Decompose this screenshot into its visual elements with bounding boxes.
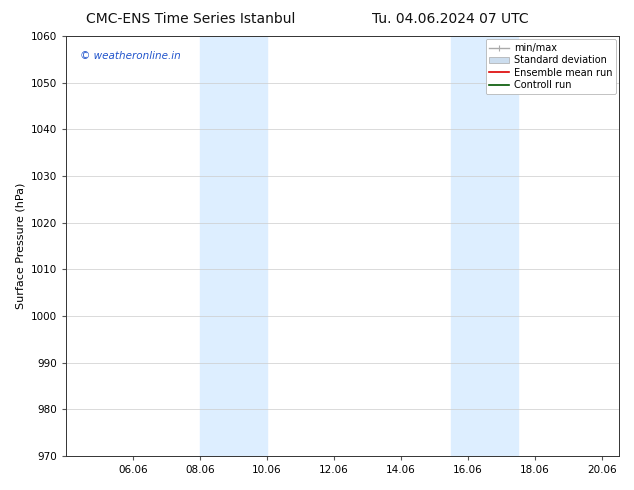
Bar: [200, 36, 267, 456]
Text: Tu. 04.06.2024 07 UTC: Tu. 04.06.2024 07 UTC: [372, 12, 529, 26]
Legend: min/max, Standard deviation, Ensemble mean run, Controll run: min/max, Standard deviation, Ensemble me…: [486, 39, 616, 94]
Text: CMC-ENS Time Series Istanbul: CMC-ENS Time Series Istanbul: [86, 12, 295, 26]
Y-axis label: Surface Pressure (hPa): Surface Pressure (hPa): [15, 183, 25, 309]
Text: © weatheronline.in: © weatheronline.in: [80, 51, 181, 61]
Bar: [451, 36, 519, 456]
